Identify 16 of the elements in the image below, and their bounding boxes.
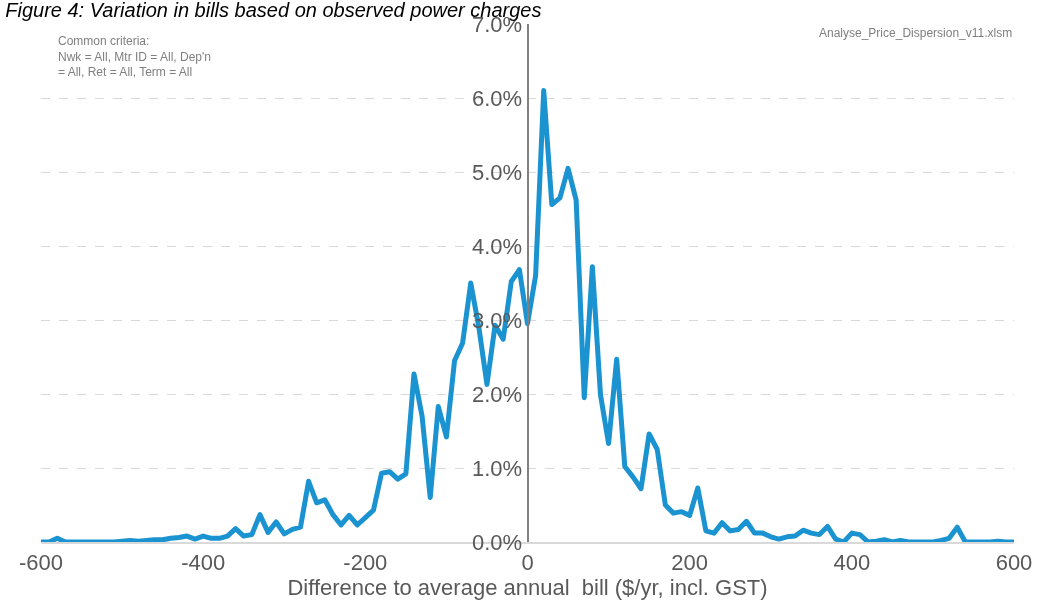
annotation: Common criteria: Nwk = All, Mtr ID = All, Dep'n = All, Ret = All, Term = All [58,34,212,80]
x-tick-label: 400 [833,550,871,576]
y-tick-label: 4.0% [471,233,523,259]
y-tick-label: 6.0% [471,85,523,111]
y-tick-label: 1.0% [471,455,523,481]
y-tick-label: 0.0% [471,529,523,555]
x-tick-label: 0 [521,550,534,576]
y-tick-label: 5.0% [471,159,523,185]
x-tick-label: 600 [995,550,1033,576]
x-axis-title: Difference to average annual bill ($/yr, incl. GST) [287,575,768,601]
y-tick-label: 2.0% [471,381,523,407]
x-tick-label: 200 [671,550,709,576]
x-tick-label: -200 [343,550,388,576]
annotation: Analyse_Price_Dispersion_v11.xlsm [819,26,1013,40]
x-tick-label: -400 [181,550,226,576]
x-tick-label: -600 [18,550,64,576]
